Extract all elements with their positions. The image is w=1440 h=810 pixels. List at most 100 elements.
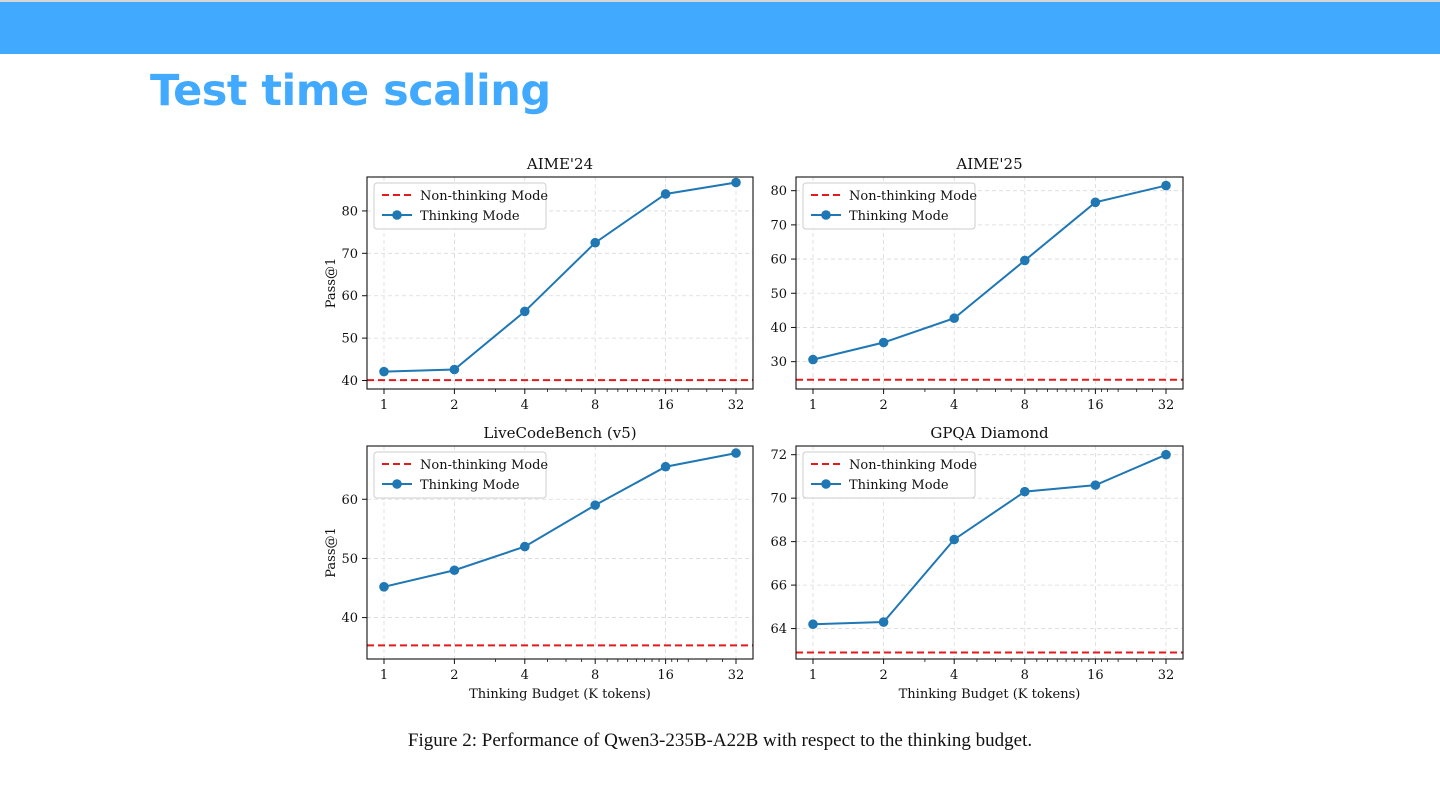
chart-panel-4: 1 2 4 8 16 32 64 66 68 70 72 GPQA Diamond Thinking B… [770, 424, 1184, 702]
legend-box [802, 182, 976, 230]
legend: Non-thinking Mode Thinking Mode [802, 182, 977, 230]
legend-marker-thinking [392, 210, 402, 220]
legend-marker-thinking [821, 210, 831, 220]
thinking-mode-point [520, 541, 530, 552]
axes-frame [795, 176, 1184, 390]
x-tick-label: 32 [1158, 398, 1175, 413]
y-tick-label: 70 [770, 218, 787, 233]
thinking-mode-point [878, 617, 889, 627]
legend: Non-thinking Mode Thinking Mode [373, 182, 548, 230]
y-tick-label: 80 [341, 204, 358, 219]
thinking-mode-point [590, 237, 600, 248]
thinking-mode-point [449, 364, 460, 375]
y-tick-label: 60 [341, 289, 358, 304]
x-tick-label: 4 [521, 668, 529, 683]
legend-box [373, 451, 547, 499]
chart-panel-1: 1 2 4 8 16 32 40 50 60 70 80 AIME'24 Pass@1 Non-think… [324, 155, 754, 413]
axes-frame [366, 176, 754, 390]
x-tick-label: 16 [1087, 668, 1104, 683]
thinking-mode-point [878, 337, 889, 348]
x-tick-label: 4 [950, 398, 958, 413]
y-tick-label: 40 [341, 374, 358, 389]
thinking-mode-point [808, 619, 818, 630]
x-axis-label: Thinking Budget (K tokens) [469, 687, 651, 702]
thinking-mode-point [590, 500, 600, 510]
thinking-mode-point [520, 306, 530, 317]
thinking-mode-point [1161, 180, 1171, 191]
thinking-mode-point [379, 582, 389, 592]
y-tick-label: 40 [770, 321, 787, 336]
legend-label-thinking: Thinking Mode [420, 478, 520, 493]
y-tick-label: 50 [341, 332, 358, 347]
axes-frame [366, 445, 754, 660]
thinking-mode-point [660, 189, 671, 199]
thinking-mode-line [812, 184, 1167, 361]
x-tick-label: 16 [1087, 398, 1104, 413]
chart-title: LiveCodeBench (v5) [483, 424, 636, 442]
legend-marker-thinking [392, 479, 402, 489]
y-tick-label: 70 [341, 247, 358, 262]
legend-marker-thinking [821, 479, 831, 489]
chart-title: AIME'25 [955, 155, 1022, 173]
thinking-mode-point [731, 448, 741, 458]
thinking-mode-point [1090, 480, 1101, 490]
legend-label-non-thinking: Non-thinking Mode [420, 458, 548, 473]
x-tick-label: 8 [1021, 398, 1029, 413]
thinking-mode-point [1161, 449, 1171, 460]
thinking-mode-point [1020, 486, 1030, 497]
y-tick-label: 60 [770, 253, 787, 268]
x-tick-label: 2 [450, 398, 458, 413]
y-tick-label: 40 [341, 611, 358, 626]
x-tick-label: 32 [728, 398, 745, 413]
thinking-mode-line [383, 452, 737, 588]
legend-box [373, 182, 547, 230]
thinking-mode-line [383, 181, 737, 373]
x-tick-label: 4 [950, 668, 958, 683]
chart-title: GPQA Diamond [930, 424, 1049, 442]
thinking-mode-point [379, 366, 389, 377]
axes-frame [795, 445, 1184, 660]
x-tick-label: 8 [591, 398, 599, 413]
legend: Non-thinking Mode Thinking Mode [802, 451, 977, 499]
y-axis-label: Pass@1 [324, 258, 339, 309]
y-tick-label: 50 [770, 287, 787, 302]
thinking-mode-point [949, 534, 959, 545]
y-tick-label: 64 [770, 622, 787, 637]
y-tick-label: 70 [770, 492, 787, 507]
figure-caption: Figure 2: Performance of Qwen3-235B-A22B… [407, 730, 1033, 751]
thinking-mode-point [949, 313, 959, 324]
x-tick-label: 1 [809, 398, 817, 413]
y-tick-label: 50 [341, 552, 358, 567]
thinking-mode-point [808, 354, 818, 365]
thinking-mode-point [660, 461, 671, 472]
x-tick-label: 4 [521, 398, 529, 413]
legend-box [802, 451, 976, 499]
x-tick-label: 2 [450, 668, 458, 683]
y-tick-label: 80 [770, 184, 787, 199]
chart-title: AIME'24 [526, 155, 593, 173]
thinking-mode-point [1020, 255, 1030, 266]
thinking-mode-point [731, 177, 741, 188]
x-tick-label: 16 [657, 398, 674, 413]
y-tick-label: 68 [770, 535, 787, 550]
y-tick-label: 66 [770, 579, 787, 594]
legend-label-non-thinking: Non-thinking Mode [849, 458, 977, 473]
x-tick-label: 1 [809, 668, 817, 683]
x-tick-label: 8 [1021, 668, 1029, 683]
y-tick-label: 30 [770, 355, 787, 370]
chart-panel-3: 1 2 4 8 16 32 40 50 60 LiveCodeBench (v5) Thinking… [324, 424, 754, 702]
thinking-mode-point [1090, 197, 1101, 208]
x-tick-label: 16 [657, 668, 674, 683]
legend-label-non-thinking: Non-thinking Mode [420, 189, 548, 204]
slide-title: Test time scaling [150, 66, 551, 116]
legend-label-non-thinking: Non-thinking Mode [849, 189, 977, 204]
legend-label-thinking: Thinking Mode [849, 209, 949, 224]
y-tick-label: 72 [770, 448, 787, 463]
x-axis-label: Thinking Budget (K tokens) [899, 687, 1081, 702]
x-tick-label: 2 [879, 398, 887, 413]
legend-label-thinking: Thinking Mode [420, 209, 520, 224]
thinking-mode-point [449, 565, 460, 576]
legend: Non-thinking Mode Thinking Mode [373, 451, 548, 499]
y-tick-label: 60 [341, 493, 358, 508]
top-banner [0, 0, 1440, 54]
